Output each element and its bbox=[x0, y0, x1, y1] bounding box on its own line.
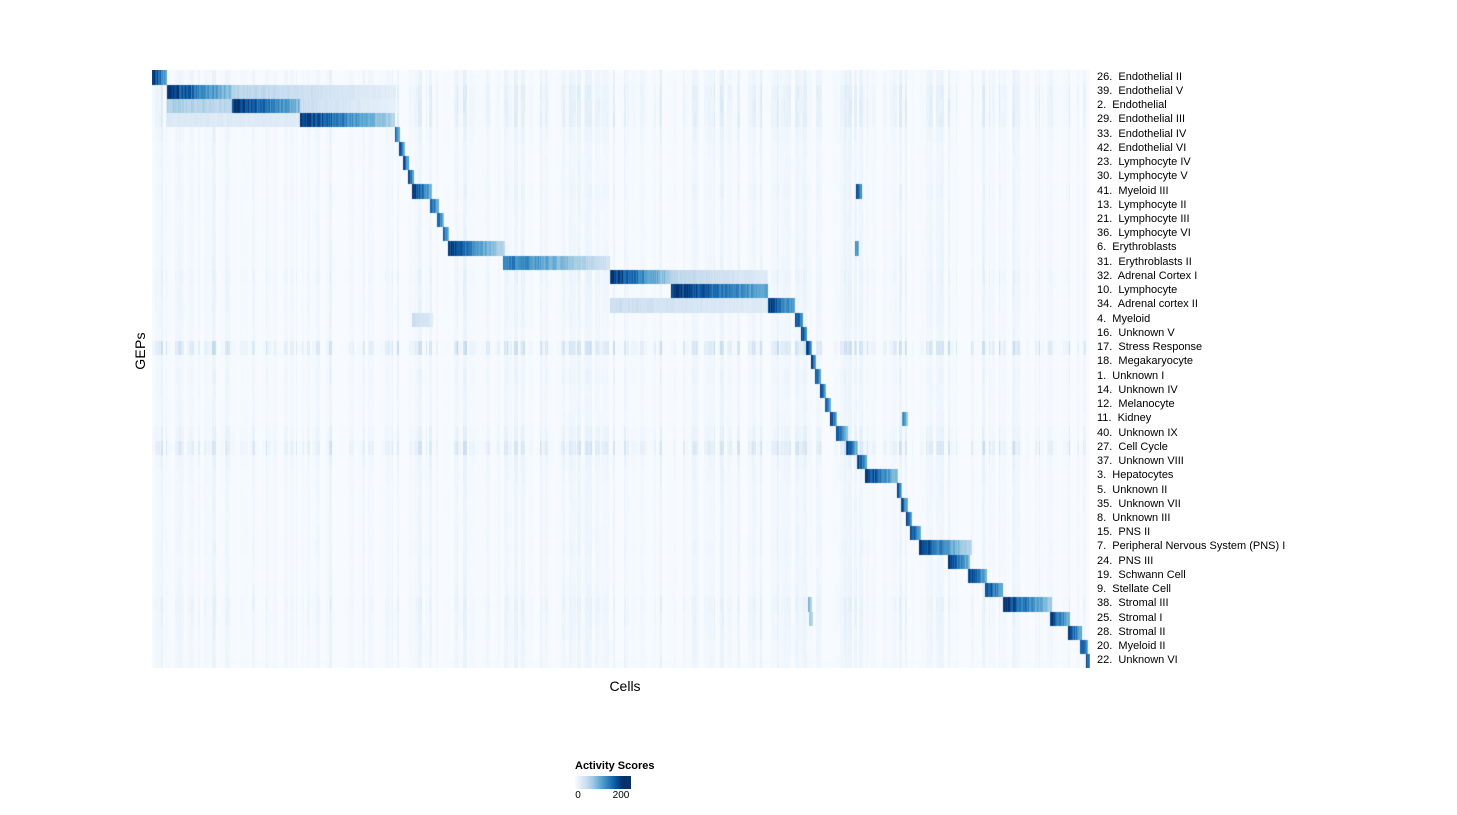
gep-label: 25. Stromal I bbox=[1097, 611, 1163, 624]
legend-ticks: 0 200 bbox=[575, 790, 654, 802]
gep-label: 15. PNS II bbox=[1097, 526, 1151, 539]
gep-label: 40. Unknown IX bbox=[1097, 426, 1178, 439]
gep-label: 1. Unknown I bbox=[1097, 369, 1165, 382]
gep-label: 14. Unknown IV bbox=[1097, 383, 1178, 396]
gep-label: 5. Unknown II bbox=[1097, 483, 1168, 496]
gep-label: 19. Schwann Cell bbox=[1097, 568, 1186, 581]
legend-tick-min: 0 bbox=[575, 790, 581, 801]
gep-label: 2. Endothelial bbox=[1097, 99, 1167, 112]
gep-label: 37. Unknown VIII bbox=[1097, 455, 1184, 468]
gep-label: 26. Endothelial II bbox=[1097, 70, 1183, 83]
gep-label: 42. Endothelial VI bbox=[1097, 141, 1187, 154]
legend: Activity Scores 0 200 bbox=[575, 760, 654, 802]
legend-gradient bbox=[575, 776, 631, 789]
gep-label: 22. Unknown VI bbox=[1097, 654, 1178, 667]
gep-label: 36. Lymphocyte VI bbox=[1097, 227, 1191, 240]
gep-label: 32. Adrenal Cortex I bbox=[1097, 269, 1198, 282]
gep-label: 35. Unknown VII bbox=[1097, 497, 1181, 510]
gep-label: 38. Stromal III bbox=[1097, 597, 1169, 610]
gep-labels: 26. Endothelial II 39. Endothelial V 2. En… bbox=[1097, 70, 1457, 668]
gep-label: 30. Lymphocyte V bbox=[1097, 170, 1188, 183]
gep-label: 39. Endothelial V bbox=[1097, 84, 1184, 97]
gep-label: 17. Stress Response bbox=[1097, 341, 1203, 354]
gep-label: 20. Myeloid II bbox=[1097, 640, 1166, 653]
heatmap-canvas bbox=[152, 70, 1090, 668]
gep-label: 18. Megakaryocyte bbox=[1097, 355, 1193, 368]
gep-label: 4. Myeloid bbox=[1097, 312, 1151, 325]
gep-label: 28. Stromal II bbox=[1097, 625, 1166, 638]
gep-label: 7. Peripheral Nervous System (PNS) I bbox=[1097, 540, 1286, 553]
gep-label: 31. Erythroblasts II bbox=[1097, 255, 1192, 268]
gep-label: 34. Adrenal cortex II bbox=[1097, 298, 1198, 311]
gep-label: 9. Stellate Cell bbox=[1097, 583, 1171, 596]
gep-label: 10. Lymphocyte bbox=[1097, 284, 1178, 297]
x-axis-label: Cells bbox=[609, 678, 641, 694]
gep-label: 3. Hepatocytes bbox=[1097, 469, 1174, 482]
gep-label: 23. Lymphocyte IV bbox=[1097, 156, 1191, 169]
gep-label: 6. Erythroblasts bbox=[1097, 241, 1177, 254]
gep-label: 11. Kidney bbox=[1097, 412, 1152, 425]
legend-tick-max: 200 bbox=[612, 790, 630, 801]
legend-title: Activity Scores bbox=[575, 760, 655, 772]
gep-label: 33. Endothelial IV bbox=[1097, 127, 1187, 140]
y-axis-label: GEPs bbox=[132, 332, 148, 370]
gep-label: 13. Lymphocyte II bbox=[1097, 198, 1187, 211]
gep-label: 16. Unknown V bbox=[1097, 326, 1175, 339]
gep-label: 24. PNS III bbox=[1097, 554, 1154, 567]
gep-label: 27. Cell Cycle bbox=[1097, 440, 1168, 453]
gep-label: 29. Endothelial III bbox=[1097, 113, 1186, 126]
gep-label: 8. Unknown III bbox=[1097, 512, 1171, 524]
gep-label: 12. Melanocyte bbox=[1097, 398, 1175, 411]
gep-label: 21. Lymphocyte III bbox=[1097, 213, 1190, 225]
gep-label: 41. Myeloid III bbox=[1097, 184, 1169, 197]
